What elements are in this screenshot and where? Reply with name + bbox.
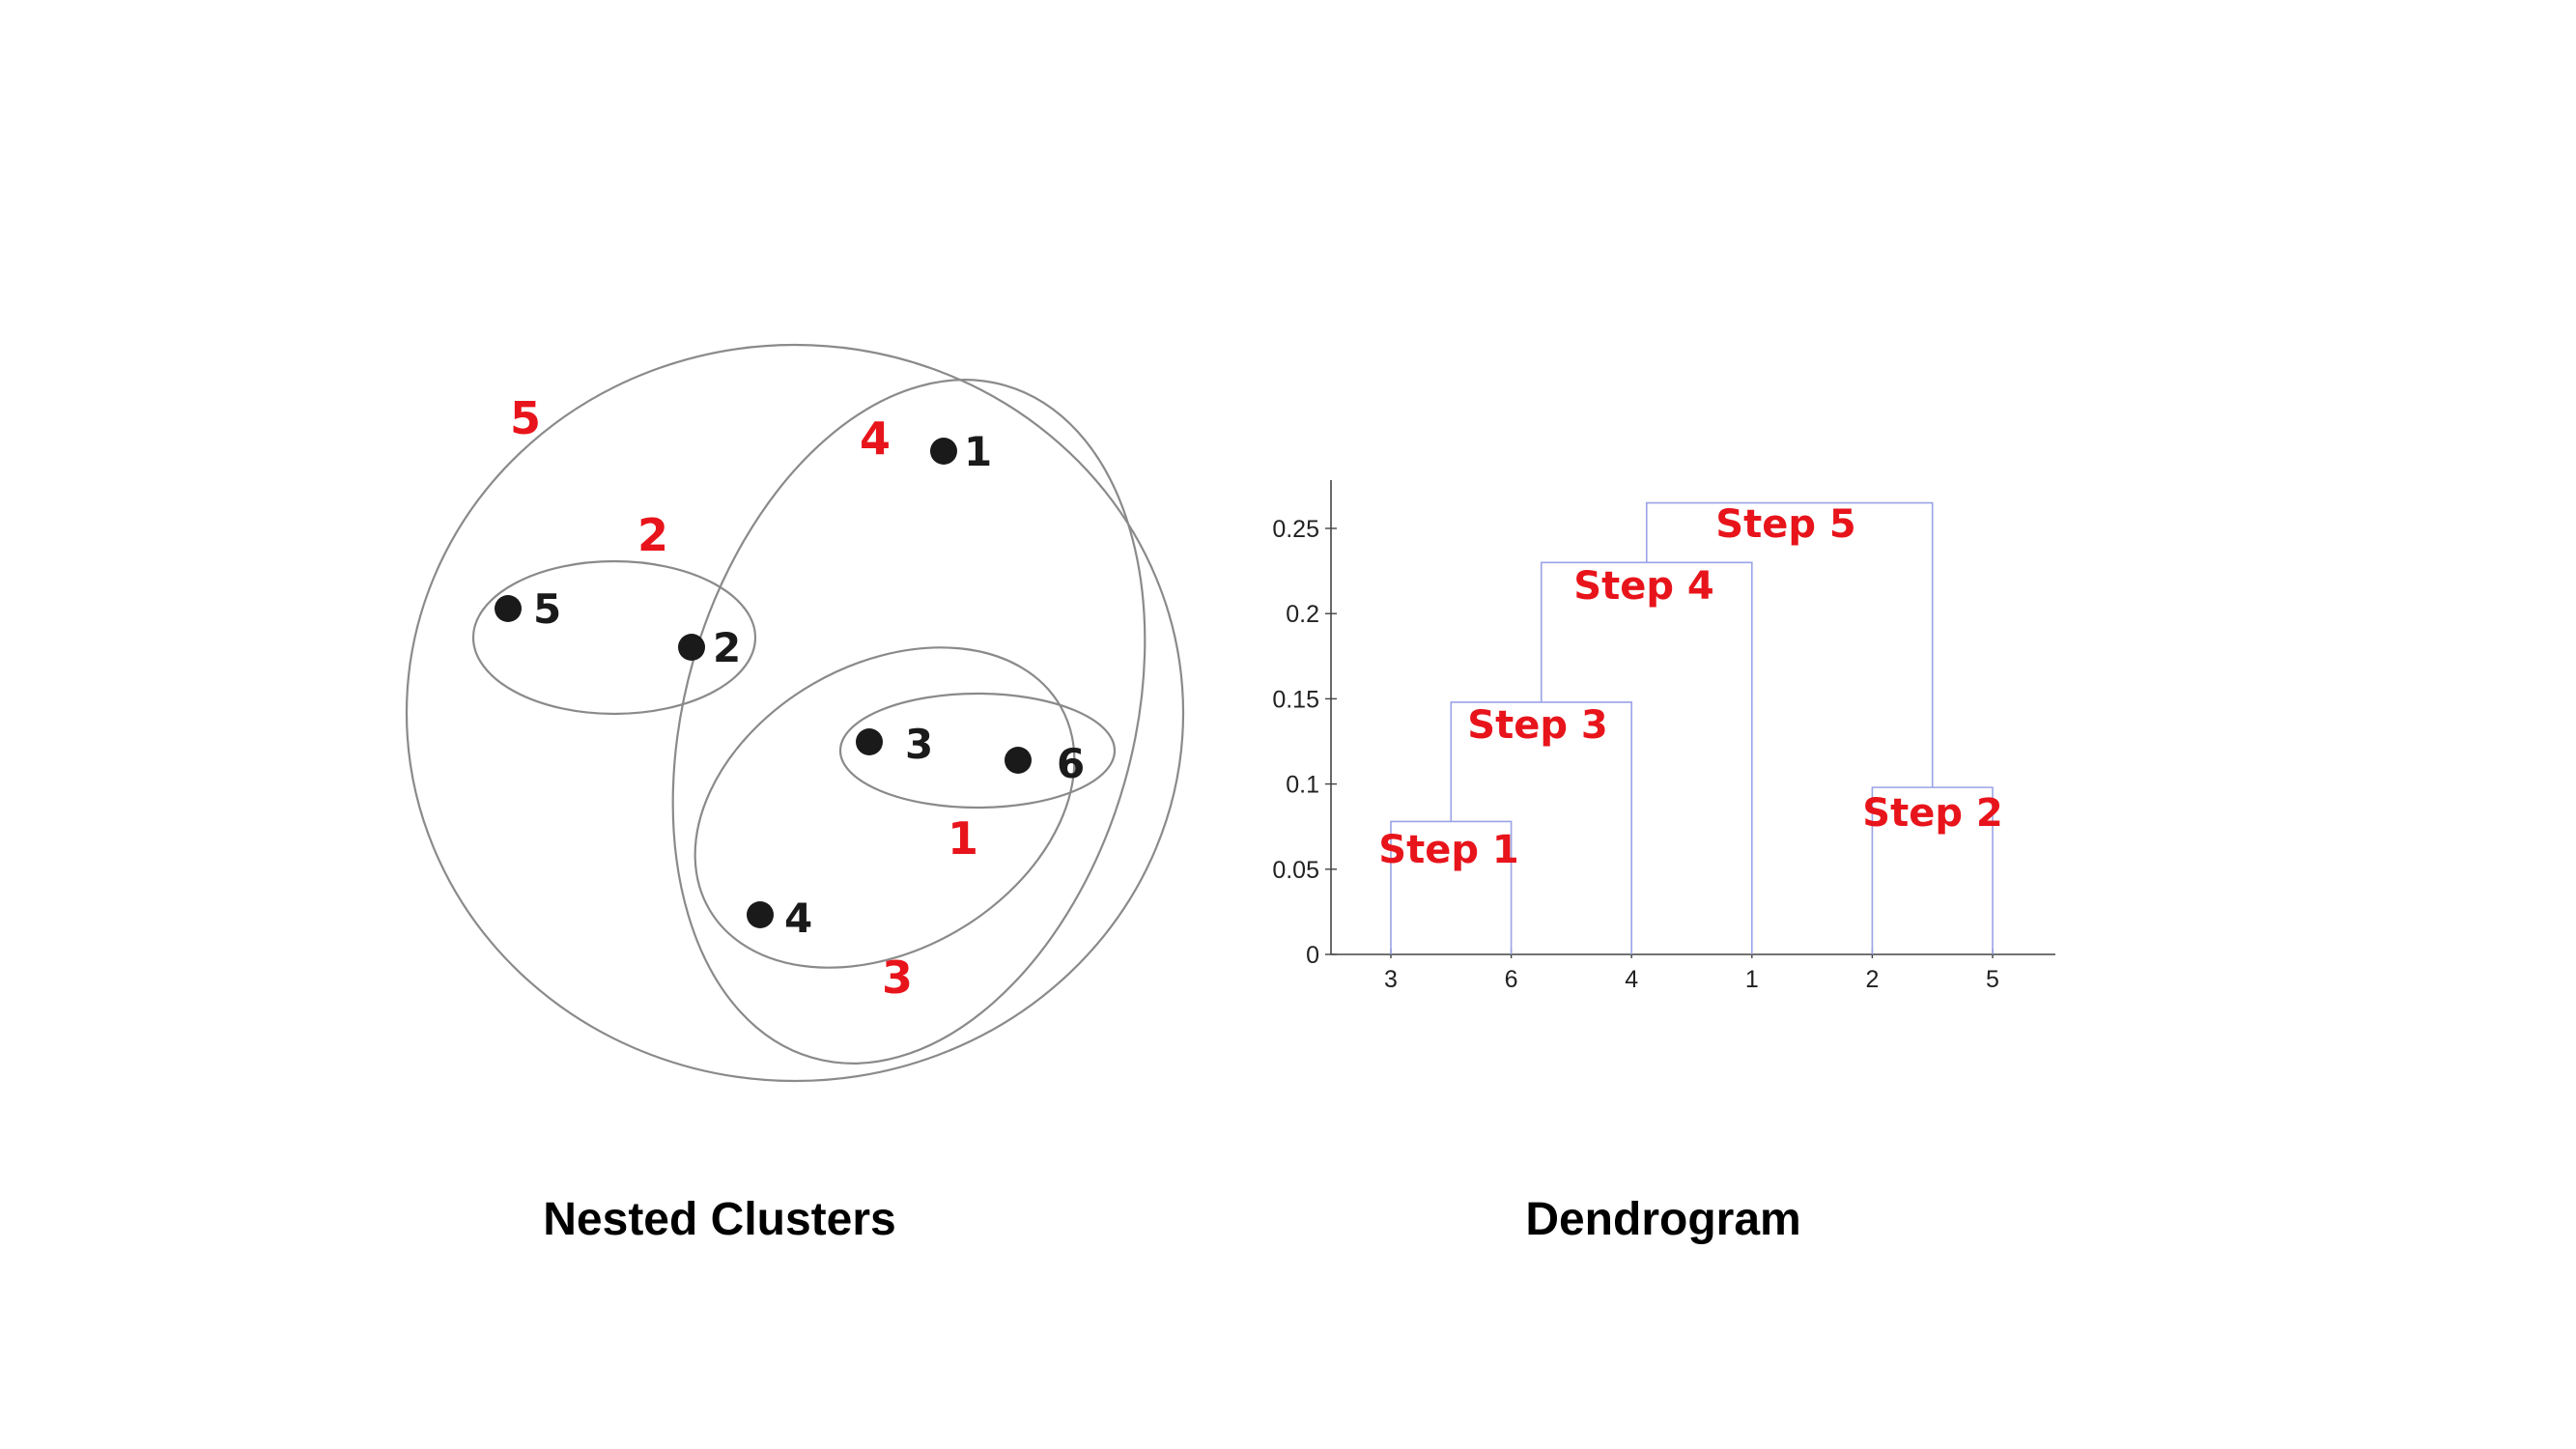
step-2-label: Step 2 (1862, 791, 2002, 836)
dendrogram-branch (1540, 561, 1753, 954)
point-2-label: 2 (713, 624, 741, 671)
cluster-1-label: 1 (948, 812, 978, 865)
dendrogram-branch (1645, 501, 1934, 788)
step-5-label: Step 5 (1715, 502, 1855, 547)
x-tick-label: 5 (1986, 966, 1999, 993)
cluster-3-label: 3 (882, 952, 913, 1004)
point-5-label: 5 (533, 585, 561, 633)
x-tick-label: 4 (1625, 966, 1638, 993)
point-3-label: 3 (905, 721, 933, 768)
step-1-label: Step 1 (1378, 828, 1518, 872)
y-tick-label: 0 (1306, 942, 1319, 969)
point-1-label: 1 (964, 428, 992, 475)
y-tick-label: 0.25 (1272, 516, 1319, 543)
step-3-label: Step 3 (1467, 703, 1607, 748)
nested-clusters-panel: 1 5 2 3 6 4 5 4 2 1 3 Nested Clusters (405, 343, 1185, 1245)
point-2 (678, 634, 705, 661)
point-6 (1005, 747, 1032, 774)
point-5 (495, 595, 522, 622)
point-4 (747, 901, 774, 928)
x-tick-label: 6 (1505, 966, 1518, 993)
cluster-5-outline (405, 343, 1185, 1083)
point-4-label: 4 (784, 895, 812, 942)
dendrogram-branches (1390, 501, 1994, 954)
cluster-2-label: 2 (637, 509, 668, 561)
x-tick-label: 3 (1384, 966, 1398, 993)
step-4-label: Step 4 (1573, 564, 1713, 609)
y-tick-label: 0.1 (1286, 772, 1319, 799)
cluster-2-outline (471, 559, 757, 716)
y-tick-label: 0.15 (1272, 686, 1319, 713)
cluster-1-outline (838, 692, 1117, 810)
y-tick-label: 0.2 (1286, 601, 1319, 628)
dendrogram-caption: Dendrogram (1525, 1194, 1800, 1245)
nested-clusters-caption: Nested Clusters (543, 1194, 895, 1245)
cluster-5-label: 5 (510, 392, 541, 444)
x-tick-label: 2 (1865, 966, 1879, 993)
dendrogram-panel: 0 0.05 0.1 0.15 0.2 0.25 3 6 4 1 2 5 Step 5 Step 4… (1272, 480, 2055, 1245)
cluster-4-label: 4 (860, 412, 891, 465)
x-tick-label: 1 (1745, 966, 1759, 993)
y-tick-label: 0.05 (1272, 857, 1319, 884)
point-1 (930, 438, 957, 465)
point-6-label: 6 (1057, 740, 1085, 787)
point-3 (856, 728, 883, 755)
x-axis-ticks: 3 6 4 1 2 5 (1384, 949, 1999, 993)
y-axis-ticks: 0 0.05 0.1 0.15 0.2 0.25 (1272, 516, 1337, 969)
